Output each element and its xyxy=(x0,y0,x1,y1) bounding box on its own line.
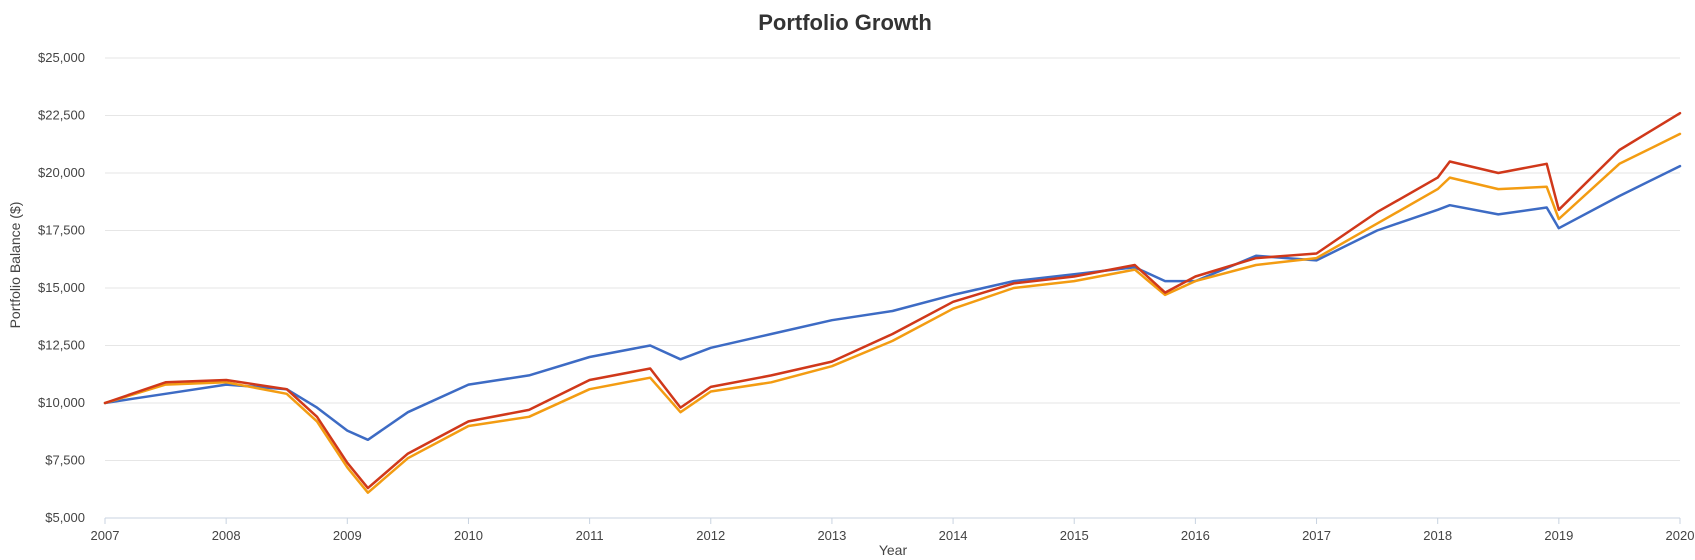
x-tick-label: 2011 xyxy=(576,528,604,543)
y-tick-label: $20,000 xyxy=(38,165,85,180)
x-tick-label: 2018 xyxy=(1423,528,1452,543)
x-tick-label: 2019 xyxy=(1544,528,1573,543)
series-lines xyxy=(103,111,1682,494)
x-axis-label: Year xyxy=(879,542,908,558)
y-tick-label: $25,000 xyxy=(38,50,85,65)
x-tick-label: 2010 xyxy=(454,528,483,543)
x-tick-label: 2009 xyxy=(333,528,362,543)
x-tick-label: 2014 xyxy=(939,528,968,543)
x-tick-label: 2012 xyxy=(696,528,725,543)
y-tick-label: $22,500 xyxy=(38,108,85,123)
y-tick-label: $12,500 xyxy=(38,338,85,353)
y-axis-label: Portfolio Balance ($) xyxy=(7,202,23,329)
series-line-2 xyxy=(103,132,1682,494)
x-tick-label: 2017 xyxy=(1302,528,1331,543)
x-tick-label: 2007 xyxy=(91,528,120,543)
x-tick-label: 2020 xyxy=(1666,528,1695,543)
x-tick-label: 2015 xyxy=(1060,528,1089,543)
y-tick-label: $10,000 xyxy=(38,395,85,410)
x-tick-label: 2008 xyxy=(212,528,241,543)
axes: $5,000 $7,500 $10,000 $12,500 $15,000 $17,500… xyxy=(38,50,1694,543)
series-line-3 xyxy=(103,111,1682,490)
x-tick-label: 2013 xyxy=(817,528,846,543)
y-tick-label: $15,000 xyxy=(38,280,85,295)
chart-title: Portfolio Growth xyxy=(758,10,932,35)
y-tick-label: $7,500 xyxy=(45,453,85,468)
gridlines xyxy=(105,57,1680,461)
y-tick-label: $17,500 xyxy=(38,223,85,238)
x-tick-label: 2016 xyxy=(1181,528,1210,543)
y-tick-label: $5,000 xyxy=(45,510,85,525)
series-line-1 xyxy=(103,164,1682,442)
